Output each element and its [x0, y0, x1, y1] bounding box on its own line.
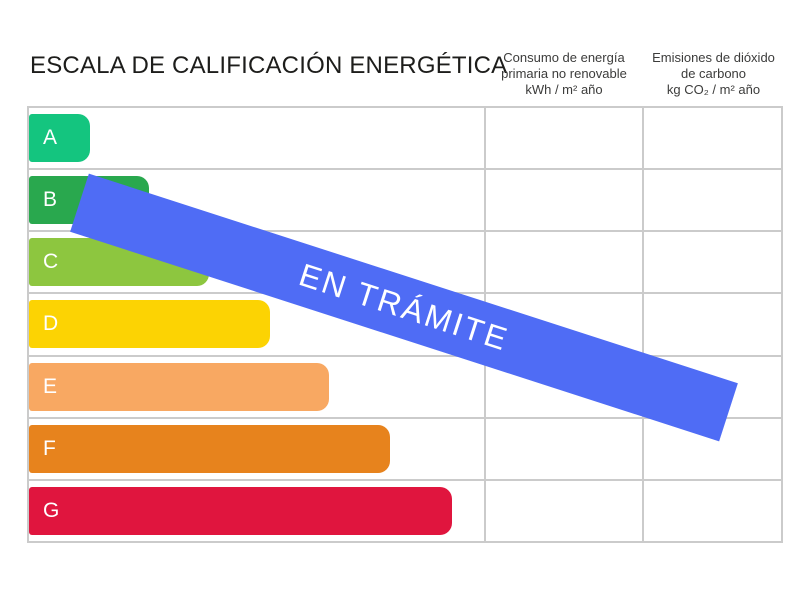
column-header-emisiones-line2: de carbono [680, 66, 747, 81]
rating-bar-cell-g: G [29, 481, 484, 541]
rating-bar-cell-f: F [29, 419, 484, 479]
rating-bar-cell-a: A [29, 108, 484, 168]
rating-letter-e: E [43, 374, 58, 398]
column-header-consumo-line1: Consumo de energía [503, 50, 625, 65]
consumo-cell-g [484, 480, 642, 541]
rating-letter-c: C [43, 250, 59, 274]
rating-bar-e: E [29, 362, 329, 411]
energy-rating-table: A B C [27, 106, 783, 543]
table-row-e: E [29, 356, 781, 419]
column-header-consumo: Consumo de energía primaria no renovable… [484, 50, 644, 98]
column-header-emisiones: Emisiones de dióxido de carbono kg CO₂ /… [644, 50, 783, 98]
rating-letter-b: B [43, 188, 58, 212]
table-row-d: D [29, 294, 781, 357]
emisiones-cell-c [642, 232, 781, 293]
consumo-cell-e [484, 356, 642, 417]
emisiones-cell-a [642, 108, 781, 169]
rating-letter-g: G [43, 498, 60, 522]
column-header-emisiones-line3: kg CO₂ / m² año [666, 82, 761, 97]
emisiones-cell-g [642, 480, 781, 541]
consumo-cell-f [484, 418, 642, 479]
rating-bar-a: A [29, 114, 90, 163]
page-title: ESCALA DE CALIFICACIÓN ENERGÉTICA [30, 52, 508, 79]
emisiones-cell-b [642, 170, 781, 231]
rating-bar-f: F [29, 424, 390, 473]
rating-letter-a: A [43, 126, 58, 150]
column-header-consumo-line3: kWh / m² año [525, 82, 603, 97]
rating-bar-d: D [29, 300, 270, 349]
rating-bar-cell-e: E [29, 357, 484, 417]
consumo-cell-a [484, 108, 642, 169]
table-row-f: F [29, 418, 781, 481]
rating-letter-f: F [43, 436, 56, 460]
table-row-a: A [29, 108, 781, 171]
emisiones-cell-f [642, 418, 781, 479]
rating-bar-cell-d: D [29, 294, 484, 354]
rating-bar-g: G [29, 486, 452, 535]
column-header-emisiones-line1: Emisiones de dióxido [652, 50, 775, 65]
table-row-g: G [29, 480, 781, 541]
consumo-cell-c [484, 232, 642, 293]
rating-letter-d: D [43, 312, 59, 336]
column-header-consumo-line2: primaria no renovable [501, 66, 627, 81]
emisiones-cell-d [642, 294, 781, 355]
consumo-cell-b [484, 170, 642, 231]
